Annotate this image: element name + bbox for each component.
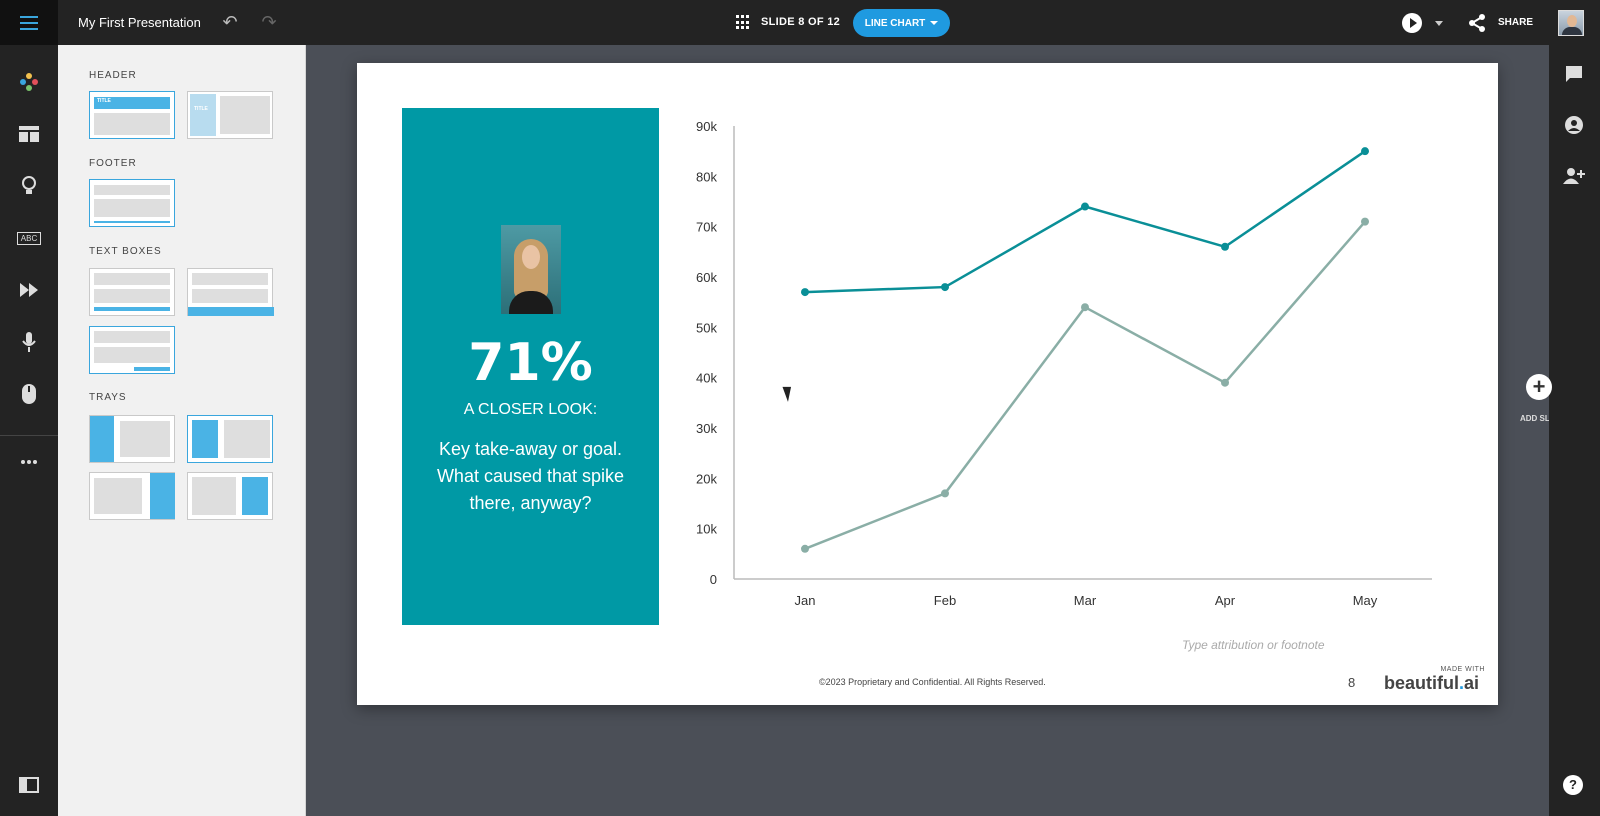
data-point[interactable]: [1361, 147, 1369, 156]
y-tick-label: 50k: [696, 320, 717, 335]
chart-type-label: LINE CHART: [864, 17, 926, 29]
add-slide-label[interactable]: ADD SLIDE: [1520, 414, 1549, 423]
header-layout-top[interactable]: TITLE: [89, 91, 175, 139]
section-header-label: HEADER: [89, 70, 137, 81]
thumb-title-text: TITLE: [97, 98, 111, 104]
y-tick-label: 60k: [696, 270, 717, 285]
y-tick-label: 20k: [696, 471, 717, 486]
abc-label: ABC: [16, 231, 42, 245]
data-point[interactable]: [1081, 202, 1089, 211]
logo-part-b: ai: [1464, 673, 1480, 693]
slide-counter[interactable]: SLIDE 8 OF 12: [761, 16, 841, 28]
hamburger-menu-icon[interactable]: [0, 0, 58, 45]
x-tick-label: Apr: [1215, 593, 1236, 608]
x-tick-label: May: [1353, 593, 1378, 608]
x-tick-label: Jan: [795, 593, 816, 608]
help-icon[interactable]: ?: [1563, 775, 1583, 795]
redo-icon[interactable]: ↷: [261, 12, 277, 32]
data-point[interactable]: [941, 283, 949, 292]
data-point[interactable]: [1221, 378, 1229, 387]
tray-layout-right-inset[interactable]: [187, 472, 273, 520]
slide-grid-icon[interactable]: [736, 15, 751, 30]
tray-body-text[interactable]: Key take-away or goal. What caused that …: [436, 439, 625, 513]
x-tick-label: Mar: [1074, 593, 1097, 608]
made-with-label: MADE WITH: [1440, 666, 1485, 673]
tray-layout-left-inset[interactable]: [187, 415, 273, 463]
toolbar-divider: [0, 435, 58, 436]
data-point[interactable]: [941, 489, 949, 498]
add-slide-button[interactable]: +: [1526, 374, 1552, 400]
share-label[interactable]: SHARE: [1498, 17, 1534, 28]
top-bar: My First Presentation ↶ ↷ SLIDE 8 OF 12 …: [0, 0, 1600, 45]
share-icon[interactable]: [1466, 12, 1488, 34]
section-text-boxes-label: TEXT BOXES: [89, 246, 162, 257]
presentation-title[interactable]: My First Presentation: [78, 15, 201, 30]
y-tick-label: 30k: [696, 421, 717, 436]
series-line-2[interactable]: [804, 220, 1366, 550]
y-tick-label: 10k: [696, 522, 717, 537]
panel-toggle-icon[interactable]: [0, 765, 58, 805]
data-point[interactable]: [801, 544, 809, 553]
play-options-chevron-icon[interactable]: [1435, 21, 1443, 26]
section-footer-label: FOOTER: [89, 158, 137, 169]
beautiful-ai-logo: beautiful.ai: [1384, 673, 1479, 694]
layout-icon[interactable]: [0, 114, 58, 154]
y-tick-label: 70k: [696, 220, 717, 235]
stat-value[interactable]: 71%: [468, 333, 593, 393]
logo-dot: .: [1459, 673, 1465, 693]
data-point[interactable]: [801, 288, 809, 297]
thumb-title-text: TITLE: [194, 106, 208, 112]
line-chart[interactable]: 0 10k 20k 30k 40k 50k 60k 70k 80k 90k Jan Feb Mar Ap…: [677, 108, 1477, 628]
comment-icon[interactable]: [1561, 61, 1587, 87]
mouse-icon[interactable]: [0, 374, 58, 414]
chart-series[interactable]: [801, 147, 1369, 553]
section-trays-label: TRAYS: [89, 392, 127, 403]
slide-canvas[interactable]: 71% A CLOSER LOOK: Key take-away or goal…: [357, 63, 1498, 705]
tray-subheading[interactable]: A CLOSER LOOK:: [463, 401, 598, 418]
data-point[interactable]: [1221, 242, 1229, 251]
tray-layout-left[interactable]: [89, 415, 175, 463]
header-layout-left[interactable]: TITLE: [187, 91, 273, 139]
play-icon[interactable]: [1402, 13, 1422, 33]
y-axis: 0 10k 20k 30k 40k 50k 60k 70k 80k 90k: [696, 119, 717, 587]
data-point[interactable]: [1361, 217, 1369, 226]
text-box-layout-2[interactable]: [187, 268, 274, 316]
x-tick-label: Feb: [934, 593, 956, 608]
undo-icon[interactable]: ↶: [222, 12, 238, 32]
fast-forward-icon[interactable]: [0, 270, 58, 310]
page-number: 8: [1348, 675, 1356, 690]
text-box-layout-3[interactable]: [89, 326, 175, 374]
user-circle-icon[interactable]: [1561, 112, 1587, 138]
chart-type-dropdown[interactable]: LINE CHART: [853, 9, 950, 37]
text-box-layout-1[interactable]: [89, 268, 175, 316]
palette-icon[interactable]: [0, 62, 58, 102]
tray-panel[interactable]: 71% A CLOSER LOOK: Key take-away or goal…: [402, 108, 659, 625]
more-icon[interactable]: [0, 442, 58, 482]
layout-panel: HEADER TITLE TITLE FOOTER TEXT BOXES TRA…: [58, 45, 306, 816]
chevron-down-icon: [930, 21, 939, 25]
y-tick-label: 0: [710, 572, 717, 587]
right-toolbar: [1549, 45, 1600, 816]
footer-layout[interactable]: [89, 179, 175, 227]
microphone-icon[interactable]: [0, 322, 58, 362]
logo-part-a: beautiful: [1384, 673, 1459, 693]
footer-copyright[interactable]: ©2023 Proprietary and Confidential. All …: [819, 677, 1046, 687]
abc-icon[interactable]: ABC: [0, 218, 58, 258]
portrait-photo[interactable]: [501, 225, 561, 314]
series-line-1[interactable]: [804, 150, 1366, 294]
add-user-icon[interactable]: [1561, 163, 1587, 189]
user-avatar[interactable]: [1558, 10, 1584, 36]
tray-layout-right[interactable]: [89, 472, 175, 520]
footnote-placeholder[interactable]: Type attribution or footnote: [1182, 638, 1325, 652]
left-toolbar: ABC: [0, 45, 58, 816]
y-tick-label: 90k: [696, 119, 717, 134]
lightbulb-icon[interactable]: [0, 166, 58, 206]
y-tick-label: 80k: [696, 169, 717, 184]
y-tick-label: 40k: [696, 371, 717, 386]
x-axis: Jan Feb Mar Apr May: [795, 593, 1378, 608]
data-point[interactable]: [1081, 303, 1089, 312]
